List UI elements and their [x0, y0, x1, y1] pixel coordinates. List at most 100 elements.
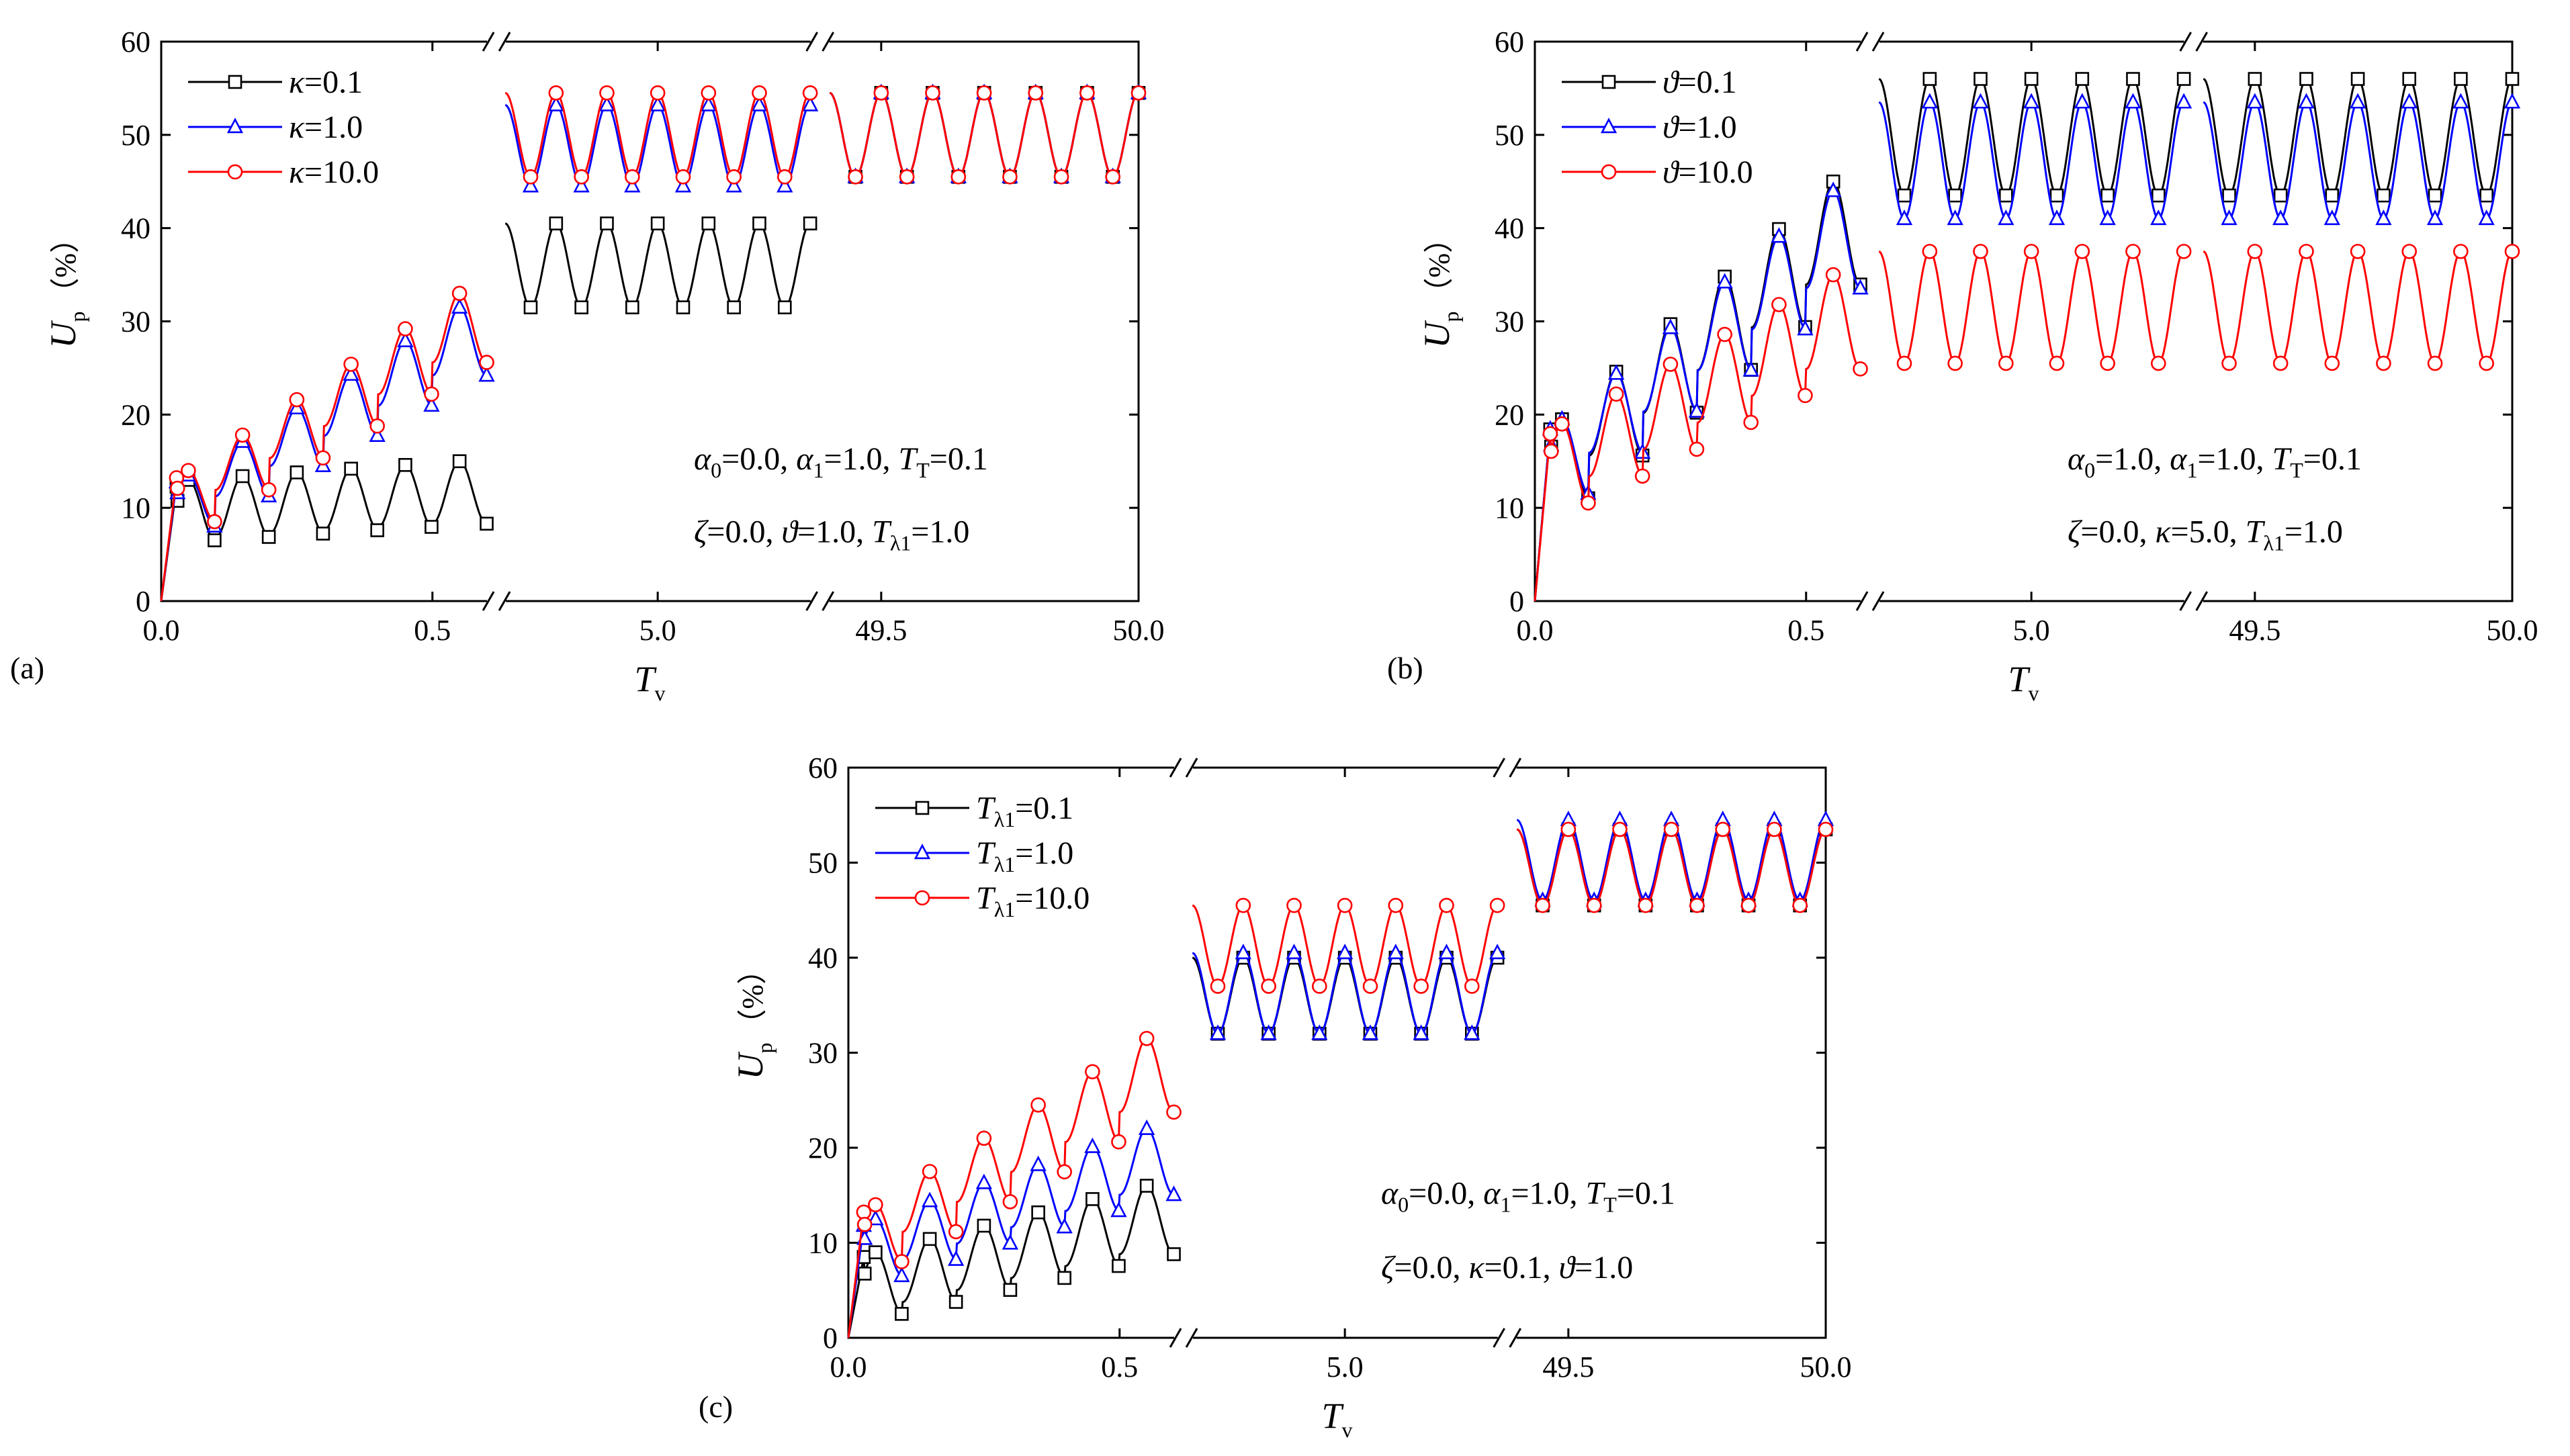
data-point — [2478, 209, 2495, 226]
data-point — [600, 216, 614, 231]
data-point — [1002, 1194, 1018, 1210]
data-point — [1337, 897, 1353, 913]
data-point — [921, 1191, 938, 1208]
data-point — [1261, 979, 1276, 994]
data-point — [2452, 93, 2469, 109]
data-point — [701, 216, 716, 231]
axis-break-mark — [498, 591, 511, 611]
data-point — [893, 1267, 910, 1283]
data-point — [2075, 72, 2090, 86]
data-point — [1085, 1192, 1100, 1206]
legend-marker — [1600, 118, 1618, 134]
data-point — [1438, 944, 1455, 960]
data-point — [2100, 188, 2115, 203]
data-point — [1362, 979, 1378, 994]
data-point — [1028, 85, 1044, 101]
data-point — [1362, 1024, 1379, 1040]
axis-break-mark — [482, 32, 495, 52]
legend-label: κ=1.0 — [289, 109, 363, 145]
data-point — [976, 1130, 992, 1146]
data-point — [574, 300, 588, 314]
data-point — [2222, 188, 2236, 203]
data-point — [424, 386, 439, 402]
data-point — [1608, 386, 1624, 402]
data-point — [2272, 355, 2289, 371]
panel-b: 0 10 20 30 40 50 60 0.0 0.5 5.0 49.5 50.0 ϑ=0.1 ϑ=1.0… — [1387, 26, 2538, 705]
data-point — [899, 169, 915, 185]
data-point — [777, 169, 793, 185]
axis-break-gap — [1497, 1330, 1517, 1346]
data-point — [1998, 209, 2014, 226]
axis-break-gap — [1861, 593, 1880, 609]
data-point — [1797, 320, 1814, 336]
data-point — [2505, 72, 2520, 86]
x-tick-label: 0.0 — [830, 1351, 867, 1383]
data-point — [2299, 72, 2313, 86]
data-point — [1053, 169, 1069, 185]
data-point — [1542, 426, 1558, 442]
data-point — [2126, 72, 2140, 86]
data-point — [725, 177, 742, 193]
legend-label: κ=0.1 — [289, 64, 363, 100]
axis-break-gap — [2184, 34, 2203, 50]
legend-label: ϑ=1.0 — [1663, 109, 1737, 145]
data-point — [1031, 1205, 1045, 1220]
axis-break-mark — [805, 591, 818, 611]
data-point — [1057, 1164, 1072, 1180]
data-point — [1767, 821, 1782, 837]
data-point — [599, 85, 615, 101]
series-line — [1534, 189, 1861, 602]
data-point — [2100, 355, 2115, 371]
data-point — [1896, 355, 1912, 371]
data-point — [752, 85, 767, 101]
data-point — [1311, 1024, 1328, 1040]
data-point — [1717, 326, 1732, 343]
x-tick-label: 5.0 — [1327, 1351, 1364, 1383]
data-point — [2150, 355, 2166, 371]
data-point — [1439, 897, 1454, 913]
x-tick-label: 49.5 — [1542, 1351, 1594, 1383]
legend-entry: Tλ1=1.0 — [875, 835, 1073, 876]
data-point — [478, 366, 495, 382]
data-point — [1413, 1024, 1429, 1040]
data-point — [2377, 188, 2391, 203]
data-point — [2454, 72, 2468, 86]
y-axis-label: Up（%） — [1417, 224, 1463, 349]
data-point — [1818, 821, 1834, 837]
data-point — [922, 1232, 937, 1246]
axis-break-mark — [1855, 32, 1869, 52]
axis-break-gap — [1174, 760, 1194, 776]
data-point — [522, 177, 539, 193]
data-point — [2426, 209, 2444, 226]
data-point — [397, 331, 414, 347]
data-point — [1922, 72, 1937, 86]
x-tick-label: 5.0 — [639, 614, 676, 647]
axis-break-mark — [1509, 1328, 1521, 1348]
axis-break-mark — [482, 591, 495, 611]
y-tick-label: 60 — [121, 26, 150, 58]
annotation-line: ζ=0.0, κ=0.1, ϑ=1.0 — [1381, 1250, 1633, 1285]
y-axis-label: Up（%） — [730, 955, 777, 1080]
data-point — [1792, 897, 1808, 913]
data-point — [1535, 897, 1550, 913]
x-axis-label: Tv — [634, 659, 665, 705]
x-axis-label: Tv — [1321, 1396, 1352, 1442]
data-point — [777, 177, 793, 193]
data-point — [2221, 209, 2237, 226]
data-point — [2350, 72, 2365, 86]
data-point — [423, 396, 440, 412]
data-point — [2401, 244, 2418, 259]
data-point — [1139, 1179, 1154, 1193]
data-point — [479, 355, 494, 370]
data-point — [2049, 355, 2065, 371]
data-point — [856, 1216, 873, 1232]
axis-break-gap — [487, 593, 506, 609]
legend-marker — [228, 75, 242, 89]
data-point — [1740, 897, 1757, 913]
y-tick-label: 20 — [1495, 398, 1524, 431]
data-point — [2024, 72, 2039, 86]
data-point — [370, 523, 384, 537]
data-point — [726, 169, 742, 185]
